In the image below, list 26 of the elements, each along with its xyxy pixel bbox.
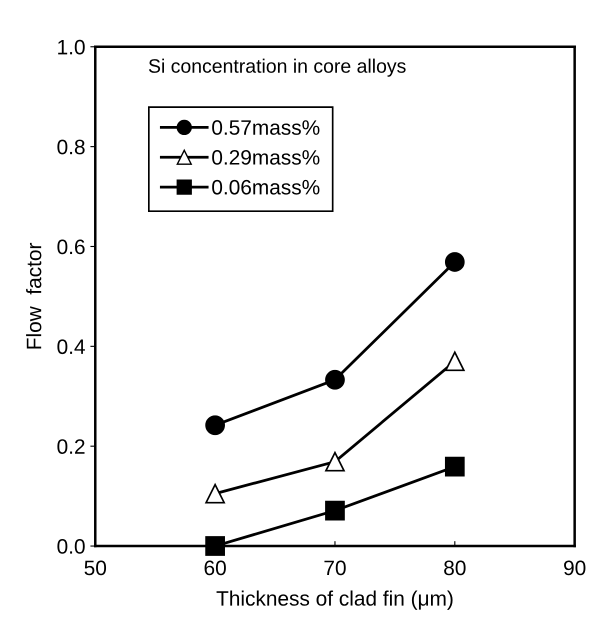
y-tick-label: 1.0 [58, 40, 85, 55]
point [444, 456, 465, 477]
point [325, 370, 345, 390]
legend-title: Si concentration in core alloys [148, 58, 406, 77]
y-axis-title: Flow factor [26, 242, 42, 349]
point [444, 351, 465, 372]
y-tick-label: 0.8 [57, 140, 85, 154]
point [205, 484, 225, 504]
legend-label: 0.29mass% [212, 150, 320, 165]
point [325, 500, 345, 520]
x-tick-label: 50 [84, 560, 106, 576]
y-tick-label: 0.4 [57, 339, 85, 354]
point [444, 252, 465, 272]
point [205, 415, 225, 436]
x-tick-label: 80 [444, 560, 466, 576]
y-tick-label: 0.2 [57, 439, 85, 454]
y-tick-label: 0.6 [57, 239, 85, 254]
legend-label: 0.57mass% [212, 120, 320, 135]
point [325, 452, 345, 472]
point [205, 536, 225, 556]
x-tick-label: 70 [324, 560, 346, 576]
y-tick-label: 0.0 [57, 539, 85, 554]
x-tick-label: 90 [564, 560, 586, 576]
x-tick-label: 60 [204, 560, 226, 576]
x-axis-title: Thickness of clad fin (μm) [216, 590, 453, 610]
legend-label: 0.06mass% [212, 180, 320, 195]
